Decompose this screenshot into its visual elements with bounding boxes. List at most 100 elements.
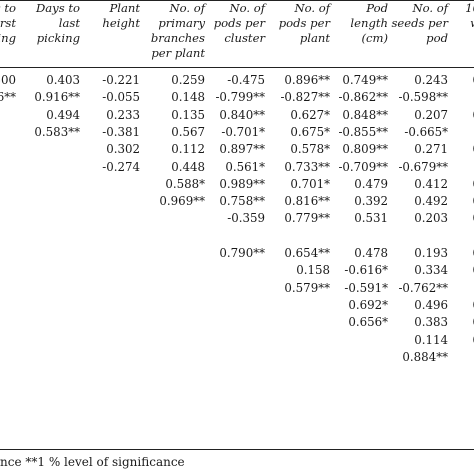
table-footnote: nce **1 % level of significance xyxy=(0,455,185,469)
table-cell: -0.591* xyxy=(344,280,388,295)
table-cell: 0.403 xyxy=(46,73,80,87)
table-cell: 0.848** xyxy=(342,107,388,122)
table-cell: 0.496 xyxy=(414,297,448,312)
table-cell: 0.897** xyxy=(219,142,265,157)
table-cell: -0.827** xyxy=(280,90,330,105)
table-cell: 6** xyxy=(0,90,16,105)
table-cell: -0.709** xyxy=(338,159,388,174)
column-header-line: length xyxy=(350,16,388,30)
column-header-days-to-last-picking: Days to last picking xyxy=(36,1,80,46)
column-header-line: king xyxy=(0,31,16,45)
column-header-line: seeds per xyxy=(391,16,448,30)
table-cell: -0.701* xyxy=(221,124,265,139)
table-cell: 0 xyxy=(472,315,474,329)
column-header-plant-height: Plant height xyxy=(102,1,140,31)
table-cell: 0.448 xyxy=(171,159,205,174)
table-cell: 0 xyxy=(472,263,474,277)
table-cell: 0.733** xyxy=(284,159,330,174)
column-header-hundred-seed-weight: 10w xyxy=(465,1,474,31)
column-header-line: w xyxy=(465,16,474,31)
column-header-pod-length: Pod length (cm) xyxy=(350,1,388,46)
table-cell: 0.779** xyxy=(284,211,330,226)
table-cell: 0.112 xyxy=(171,142,205,157)
table-cell: 0 xyxy=(472,298,474,312)
table-cell: 0.578* xyxy=(290,142,330,157)
column-header-line: primary xyxy=(158,16,205,30)
column-header-line: 10 xyxy=(465,1,474,15)
table-top-rule xyxy=(0,0,474,1)
column-header-line: height xyxy=(102,16,140,30)
column-header-primary-branches: No. of primary branches per plant xyxy=(151,1,205,61)
column-header-line: plant xyxy=(299,31,330,45)
table-cell: 0 xyxy=(472,333,474,347)
table-cell: 0.193 xyxy=(414,246,448,260)
table-cell: 0.758** xyxy=(219,194,265,209)
table-cell: 0.627* xyxy=(290,107,330,122)
table-cell: 0 xyxy=(472,108,474,122)
table-cell: 0.896** xyxy=(284,73,330,87)
table-cell: -0.665* xyxy=(404,124,448,139)
table-cell: -0.616* xyxy=(344,263,388,278)
table-cell: -0.799** xyxy=(215,90,265,105)
column-header-line: pods per xyxy=(213,16,265,30)
table-cell: 0.809** xyxy=(342,142,388,157)
table-cell: -0.598** xyxy=(398,90,448,105)
table-cell: 0.259 xyxy=(171,73,205,87)
table-cell: 0.701* xyxy=(290,176,330,191)
table-cell: 0.135 xyxy=(171,107,205,122)
column-header-days-to-first-picking: s tofirstking xyxy=(0,1,16,46)
table-cell: 0.243 xyxy=(414,73,448,87)
table-cell: 0.203 xyxy=(414,211,448,226)
column-header-line: Pod xyxy=(366,1,388,15)
table-cell: 0.840** xyxy=(219,107,265,122)
table-cell: 0.561* xyxy=(225,159,265,174)
column-header-line: s to xyxy=(0,1,16,15)
column-header-line: No. of xyxy=(229,1,265,15)
table-bottom-rule xyxy=(0,449,474,450)
table-cell: 0.494 xyxy=(46,107,80,122)
table-cell: 0.302 xyxy=(106,142,140,157)
table-cell: 0.148 xyxy=(171,90,205,105)
table-cell: 0.989** xyxy=(219,176,265,191)
column-header-line: No. of xyxy=(412,1,448,15)
column-header-line: picking xyxy=(36,31,80,45)
column-header-line: No. of xyxy=(294,1,330,15)
table-cell: 0 xyxy=(472,211,474,225)
column-header-seeds-per-pod: No. of seeds per pod xyxy=(391,1,448,46)
table-cell: -0.055 xyxy=(102,90,140,105)
table-cell: 0.233 xyxy=(106,107,140,122)
table-cell: -0.679** xyxy=(398,159,448,174)
column-header-pods-per-cluster: No. of pods per cluster xyxy=(214,1,265,46)
table-cell: 0 xyxy=(472,73,474,87)
table-cell: 0.479 xyxy=(354,176,388,191)
table-cell: -0.274 xyxy=(102,159,140,174)
column-header-line: No. of xyxy=(169,1,205,15)
table-cell: 0.158 xyxy=(296,263,330,278)
table-cell: 0.531 xyxy=(354,211,388,226)
table-cell: 0.749** xyxy=(342,73,388,87)
table-cell: -0.221 xyxy=(102,73,140,87)
column-header-line: cluster xyxy=(224,31,265,45)
table-cell: 0.579** xyxy=(284,280,330,295)
table-cell: -0.359 xyxy=(227,211,265,226)
table-cell: -0.475 xyxy=(227,73,265,87)
table-cell: 0.567 xyxy=(171,124,205,139)
table-cell: 0.675* xyxy=(290,124,330,139)
column-header-line: pods per xyxy=(278,16,330,30)
table-cell: 0.478 xyxy=(354,246,388,260)
table-cell: 0.884** xyxy=(402,349,448,364)
table-cell: -0.855** xyxy=(338,124,388,139)
table-cell: -0.862** xyxy=(338,90,388,105)
table-cell: 0.114 xyxy=(414,332,448,347)
table-cell: -0.762** xyxy=(398,280,448,295)
table-cell: 0 xyxy=(472,246,474,260)
table-cell: 0.969** xyxy=(159,194,205,209)
table-cell: 0.207 xyxy=(414,107,448,122)
table-cell: 0.334 xyxy=(414,263,448,278)
table-cell: 0.656* xyxy=(348,315,388,330)
column-header-pods-per-plant: No. of pods per plant xyxy=(279,1,330,46)
table-cell: 0.790** xyxy=(219,246,265,260)
column-header-line: pod xyxy=(426,31,448,45)
table-cell: 0.654** xyxy=(284,246,330,260)
table-cell: 0.816** xyxy=(284,194,330,209)
